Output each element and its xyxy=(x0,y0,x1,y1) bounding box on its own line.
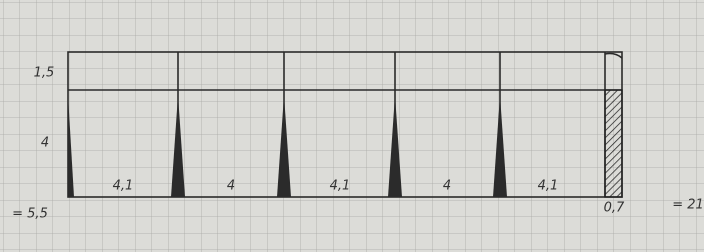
bottom-height: 4 xyxy=(41,136,49,151)
end-wall xyxy=(605,90,622,197)
bay-width: 4,1 xyxy=(538,179,559,194)
graph-paper xyxy=(0,0,704,252)
total-height: = 5,5 xyxy=(12,207,48,222)
bay-width: 4,1 xyxy=(113,179,134,194)
bay-width: 4 xyxy=(443,179,451,194)
bay-width: 4,1 xyxy=(330,179,351,194)
end-width: 0,7 xyxy=(604,201,625,216)
top-height: 1,5 xyxy=(34,66,55,81)
sketch: 1,5 4 = 5,5 4,1 4 4,1 4 4,1 0,7 = 21 xyxy=(0,0,704,252)
page: 1,5 4 = 5,5 4,1 4 4,1 4 4,1 0,7 = 21 (()… xyxy=(0,0,704,252)
total-width: = 21 xyxy=(672,198,704,213)
bay-width: 4 xyxy=(227,179,235,194)
